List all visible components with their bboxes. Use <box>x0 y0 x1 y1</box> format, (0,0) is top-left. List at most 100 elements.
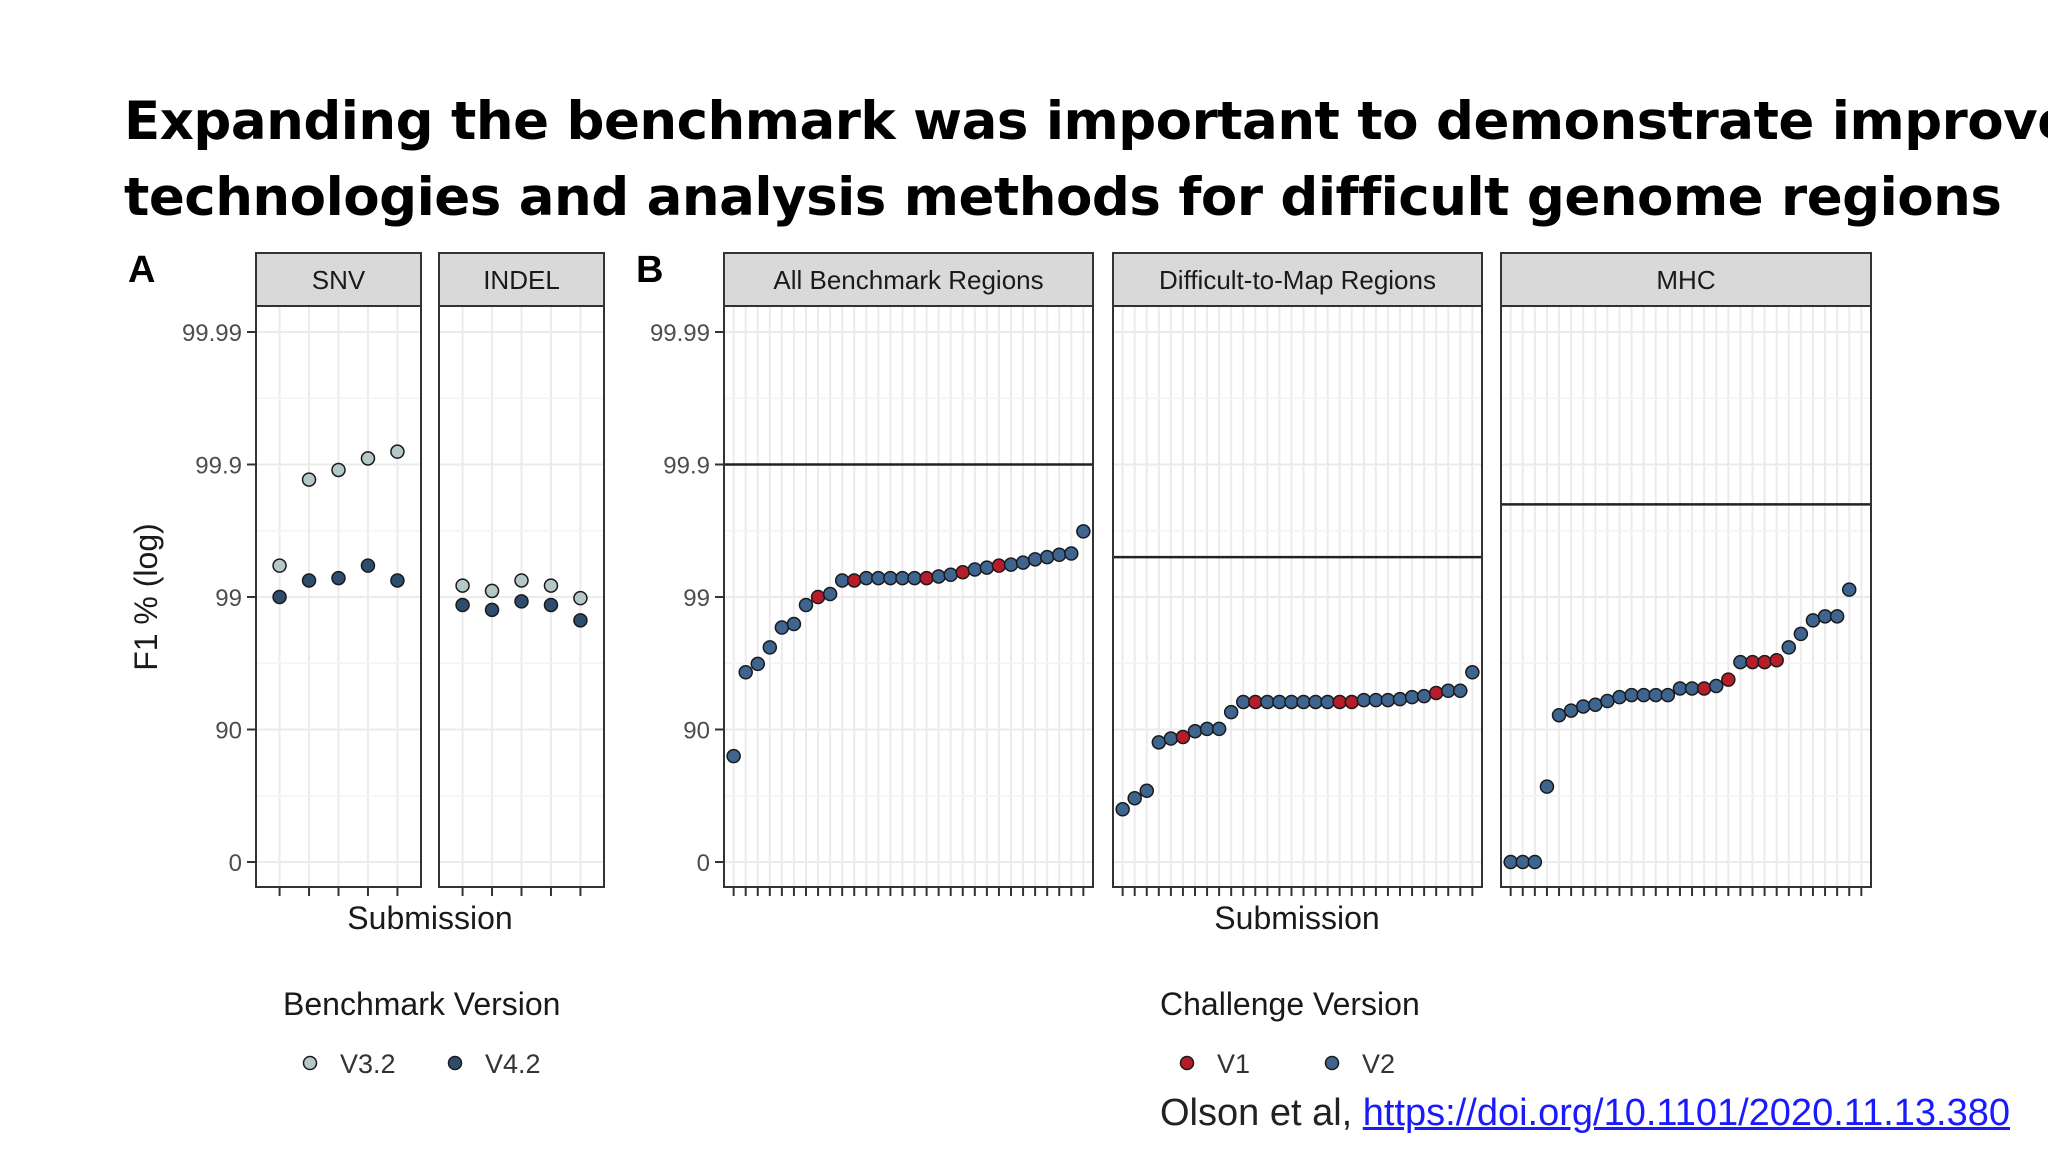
facet-strip-label: Difficult-to-Map Regions <box>1159 265 1436 295</box>
data-point <box>1757 654 1772 670</box>
data-point <box>514 594 529 609</box>
legend-key <box>1324 1055 1340 1071</box>
data-point <box>726 748 741 764</box>
data-point <box>1260 694 1275 710</box>
data-point <box>967 562 983 577</box>
slide-title-line-2: technologies and analysis methods for di… <box>124 167 2002 228</box>
data-point <box>1344 694 1360 710</box>
panel-border <box>1112 305 1483 888</box>
data-point <box>955 564 971 580</box>
y-tick-label: 99 <box>215 585 242 612</box>
data-point <box>1769 652 1784 668</box>
y-tick-label: 99.9 <box>663 453 710 480</box>
citation-link[interactable]: https://doi.org/10.1101/2020.11.13.380 <box>1362 1092 2010 1134</box>
data-point <box>810 589 826 605</box>
data-point <box>919 570 934 586</box>
data-point <box>1672 681 1688 696</box>
facet-strip <box>1112 252 1483 307</box>
data-point <box>1404 689 1420 705</box>
facet-strip-label: MHC <box>1656 265 1715 295</box>
data-point <box>1320 694 1335 710</box>
data-point <box>331 570 346 586</box>
data-point <box>1660 687 1676 703</box>
data-point <box>738 665 753 680</box>
data-point <box>1696 681 1712 696</box>
facet-snv: SNV <box>255 252 422 896</box>
data-point <box>1539 779 1555 794</box>
data-point <box>301 472 317 487</box>
slide-title-line-1: Expanding the benchmark was important to… <box>124 91 2048 152</box>
data-point <box>798 597 814 613</box>
data-point <box>1733 654 1748 670</box>
legend-title: Benchmark Version <box>283 986 560 1022</box>
x-axis-label: Submission <box>1214 900 1379 936</box>
data-point <box>834 573 850 588</box>
data-point <box>1465 665 1480 680</box>
data-point <box>1163 731 1179 746</box>
data-point <box>1416 688 1432 704</box>
data-point <box>822 586 838 602</box>
data-point <box>1187 723 1203 739</box>
data-point <box>360 451 376 466</box>
data-point <box>573 590 588 606</box>
data-point <box>1284 694 1299 710</box>
data-point <box>1624 687 1639 703</box>
legend-label: V2 <box>1362 1049 1395 1079</box>
data-point <box>1600 693 1615 709</box>
y-tick-label: 99.99 <box>650 320 710 347</box>
legend-title: Challenge Version <box>1160 986 1420 1022</box>
data-point <box>786 616 802 632</box>
facet-difficult-to-map-regions: Difficult-to-Map Regions <box>1112 252 1483 896</box>
facet-strip <box>1500 252 1872 307</box>
data-point <box>1440 683 1456 699</box>
data-point <box>1527 854 1543 870</box>
facet-strip-label: INDEL <box>483 265 560 295</box>
data-point <box>360 558 376 573</box>
data-point <box>455 597 470 613</box>
legend-label: V4.2 <box>485 1049 541 1079</box>
legend-key <box>302 1055 318 1071</box>
data-point <box>1503 854 1518 870</box>
data-point <box>1356 692 1372 708</box>
data-point <box>1817 609 1833 624</box>
data-point <box>1428 685 1444 701</box>
data-point <box>846 573 862 588</box>
panel-a: A 0 90 99 99.9 99.99 F1 % (log) Submission <box>128 249 513 936</box>
data-point <box>1745 654 1760 670</box>
data-point <box>1805 613 1821 628</box>
panel-border <box>1500 305 1872 888</box>
y-tick-label: 0 <box>697 850 710 877</box>
data-point <box>1793 626 1809 642</box>
data-point <box>1575 699 1591 714</box>
data-point <box>1051 547 1067 563</box>
data-point <box>979 560 995 575</box>
panel-border <box>255 305 422 888</box>
data-point <box>331 462 346 478</box>
data-point <box>1781 640 1797 655</box>
y-tick-label: 99 <box>683 585 710 612</box>
legend-label: V3.2 <box>340 1049 396 1079</box>
data-point <box>1115 802 1130 817</box>
facet-all-benchmark-regions: All Benchmark Regions <box>723 252 1094 896</box>
citation: Olson et al, https://doi.org/10.1101/202… <box>1160 1092 2010 1135</box>
data-point <box>1272 694 1287 710</box>
data-point <box>1612 689 1627 705</box>
y-tick-label: 90 <box>683 718 710 745</box>
data-point <box>1551 707 1567 723</box>
data-point <box>1515 854 1531 870</box>
legend-label: V1 <box>1217 1049 1250 1079</box>
legend-key <box>1179 1055 1195 1071</box>
data-point <box>484 583 500 599</box>
data-point <box>1175 729 1191 745</box>
data-point <box>1199 721 1215 737</box>
data-point <box>573 613 588 628</box>
data-point <box>301 573 317 588</box>
data-point <box>1015 555 1031 570</box>
data-point <box>943 567 958 583</box>
data-point <box>1841 582 1857 597</box>
data-point <box>750 656 766 672</box>
data-point <box>543 578 559 593</box>
data-point <box>895 570 910 586</box>
data-point <box>1127 790 1142 806</box>
